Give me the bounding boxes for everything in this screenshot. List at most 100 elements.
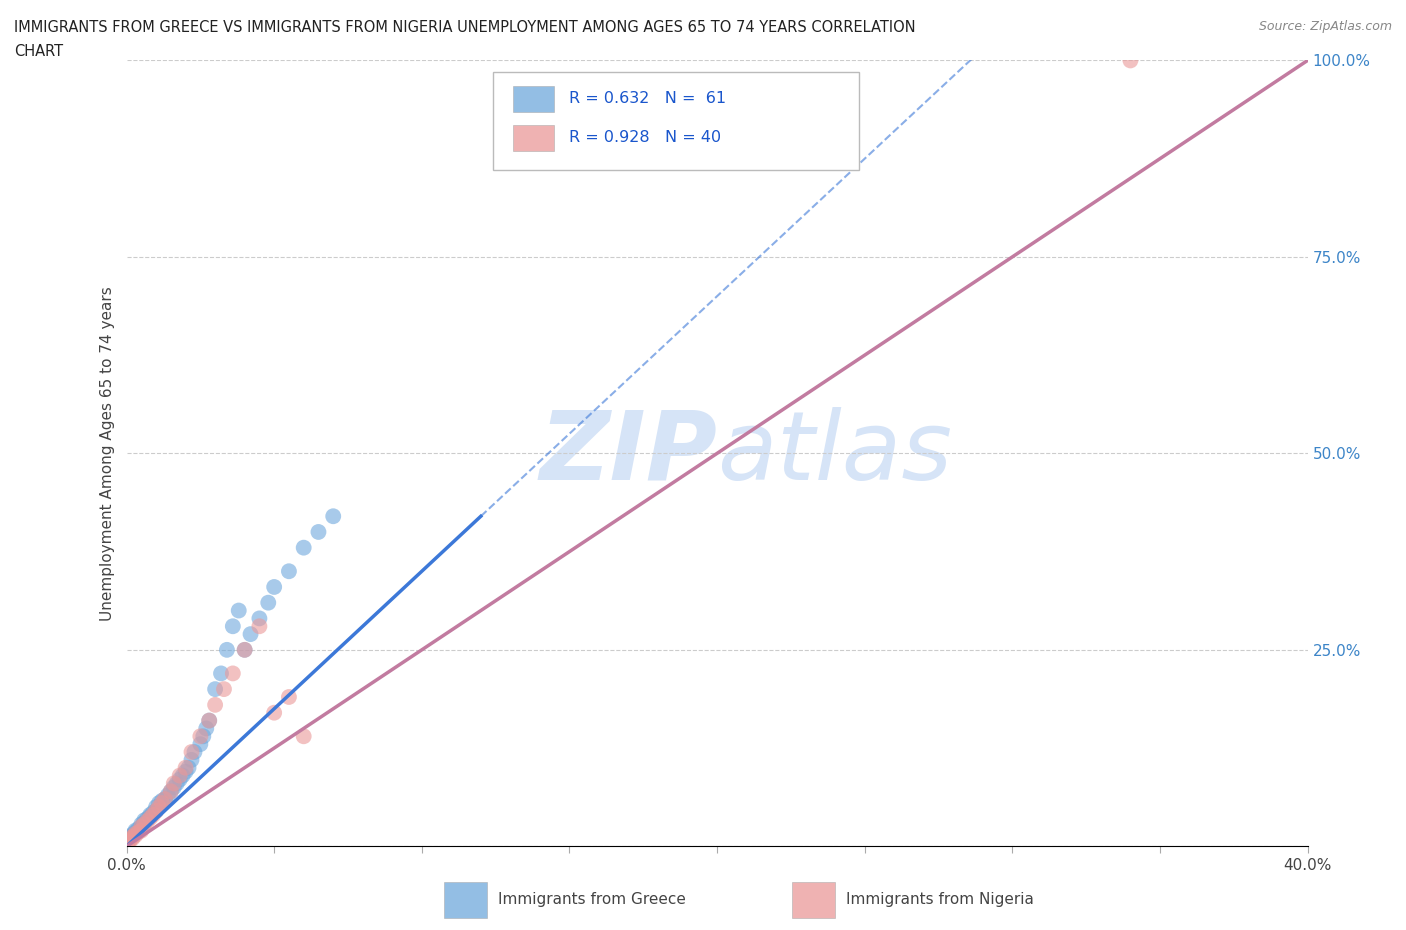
Point (172, 768, 194, 783)
Point (134, 813, 156, 828)
Point (169, 772, 191, 787)
Point (233, 643, 256, 658)
Point (193, 729, 215, 744)
Point (159, 784, 183, 799)
Text: atlas: atlas (717, 407, 952, 500)
Point (115, 831, 138, 846)
Point (115, 839, 138, 854)
Point (121, 827, 143, 842)
Point (115, 837, 138, 852)
Point (292, 729, 315, 744)
Point (115, 834, 138, 849)
Point (233, 643, 256, 658)
FancyBboxPatch shape (492, 73, 859, 170)
Point (115, 835, 138, 850)
Point (198, 713, 221, 728)
Point (121, 831, 143, 846)
Point (150, 793, 173, 808)
Text: CHART: CHART (14, 44, 63, 59)
Point (124, 828, 146, 843)
Point (118, 831, 141, 846)
Point (129, 819, 153, 834)
Point (127, 821, 149, 836)
Point (163, 780, 186, 795)
Point (129, 817, 153, 831)
Point (159, 784, 183, 799)
Point (228, 604, 250, 618)
Point (278, 689, 301, 704)
Point (263, 705, 285, 720)
Point (121, 830, 143, 844)
Point (247, 611, 270, 626)
Point (115, 836, 138, 851)
Point (150, 796, 173, 811)
Point (115, 836, 138, 851)
Point (118, 830, 141, 844)
Point (136, 814, 159, 829)
Point (204, 698, 226, 712)
Bar (513, 125, 554, 151)
Point (129, 823, 153, 838)
Point (1119, 53, 1142, 68)
Bar (444, 882, 486, 918)
Text: R = 0.632   N =  61: R = 0.632 N = 61 (569, 90, 727, 106)
Point (115, 839, 138, 854)
Point (139, 811, 162, 826)
Point (148, 796, 170, 811)
Point (222, 618, 245, 633)
Point (142, 805, 165, 820)
Point (115, 836, 138, 851)
Point (215, 643, 238, 658)
Point (115, 839, 138, 854)
Text: IMMIGRANTS FROM GREECE VS IMMIGRANTS FROM NIGERIA UNEMPLOYMENT AMONG AGES 65 TO : IMMIGRANTS FROM GREECE VS IMMIGRANTS FRO… (14, 20, 915, 35)
Point (153, 791, 176, 806)
Point (169, 768, 191, 783)
Point (124, 826, 146, 841)
Point (115, 838, 138, 853)
Point (118, 834, 141, 849)
Point (257, 595, 280, 610)
Point (124, 825, 146, 840)
Point (145, 800, 167, 815)
Point (142, 807, 165, 822)
Point (115, 836, 138, 851)
Point (115, 838, 138, 853)
Point (115, 835, 138, 850)
Point (183, 745, 205, 760)
Point (188, 737, 211, 751)
Point (239, 627, 262, 642)
Y-axis label: Unemployment Among Ages 65 to 74 years: Unemployment Among Ages 65 to 74 years (100, 286, 115, 620)
Point (121, 829, 143, 844)
Point (124, 823, 146, 838)
Text: Source: ZipAtlas.com: Source: ZipAtlas.com (1258, 20, 1392, 33)
Point (195, 721, 218, 736)
Point (263, 579, 285, 594)
Point (127, 825, 149, 840)
Point (148, 800, 170, 815)
Point (118, 832, 141, 847)
Point (292, 540, 315, 555)
Point (247, 618, 270, 633)
Point (136, 811, 159, 826)
Point (129, 819, 153, 834)
Point (177, 761, 200, 776)
Point (163, 776, 186, 790)
Point (115, 838, 138, 853)
Point (139, 807, 162, 822)
Point (198, 713, 221, 728)
Bar (793, 882, 835, 918)
Point (115, 836, 138, 851)
Text: ZIP: ZIP (538, 407, 717, 500)
Point (222, 666, 245, 681)
Point (322, 509, 344, 524)
Point (180, 745, 202, 760)
Point (204, 682, 226, 697)
Point (188, 729, 211, 744)
Point (134, 816, 156, 830)
Point (278, 564, 301, 578)
Point (209, 666, 232, 681)
Point (307, 525, 329, 539)
Text: Immigrants from Nigeria: Immigrants from Nigeria (846, 892, 1035, 908)
Point (153, 791, 176, 806)
Bar (513, 86, 554, 112)
